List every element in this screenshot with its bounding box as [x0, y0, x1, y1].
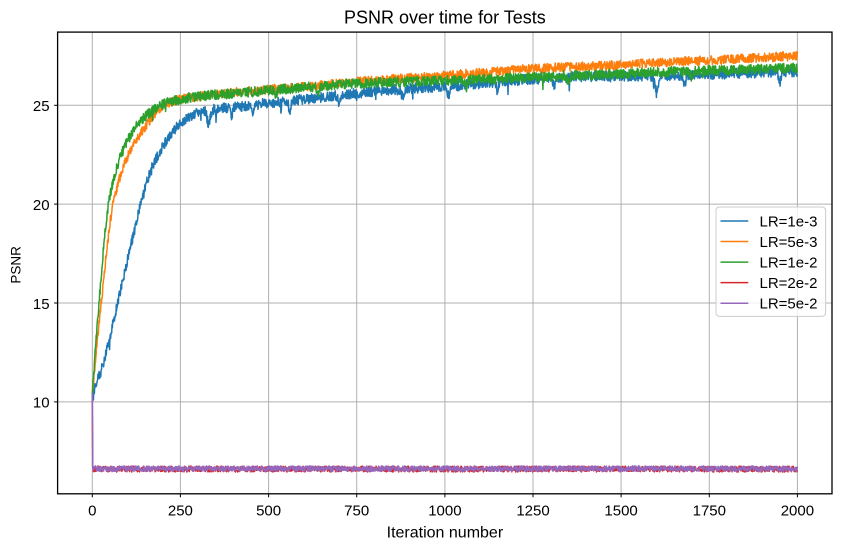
- svg-text:1500: 1500: [604, 502, 637, 519]
- svg-text:750: 750: [344, 502, 369, 519]
- svg-text:PSNR over time for Tests: PSNR over time for Tests: [344, 7, 546, 27]
- svg-text:LR=2e-2: LR=2e-2: [760, 275, 818, 292]
- svg-text:LR=5e-2: LR=5e-2: [760, 296, 818, 313]
- svg-text:LR=1e-2: LR=1e-2: [760, 254, 818, 271]
- svg-text:10: 10: [33, 395, 50, 412]
- svg-text:0: 0: [88, 502, 96, 519]
- svg-text:1250: 1250: [516, 502, 549, 519]
- svg-text:Iteration number: Iteration number: [387, 525, 504, 542]
- svg-text:PSNR: PSNR: [9, 246, 24, 284]
- svg-text:20: 20: [33, 197, 50, 214]
- svg-text:1750: 1750: [693, 502, 726, 519]
- svg-text:250: 250: [168, 502, 193, 519]
- svg-text:1000: 1000: [428, 502, 461, 519]
- svg-text:25: 25: [33, 98, 50, 115]
- svg-text:LR=5e-3: LR=5e-3: [760, 234, 818, 251]
- svg-text:2000: 2000: [781, 502, 814, 519]
- svg-text:500: 500: [256, 502, 281, 519]
- svg-text:LR=1e-3: LR=1e-3: [760, 213, 818, 230]
- svg-text:15: 15: [33, 296, 50, 313]
